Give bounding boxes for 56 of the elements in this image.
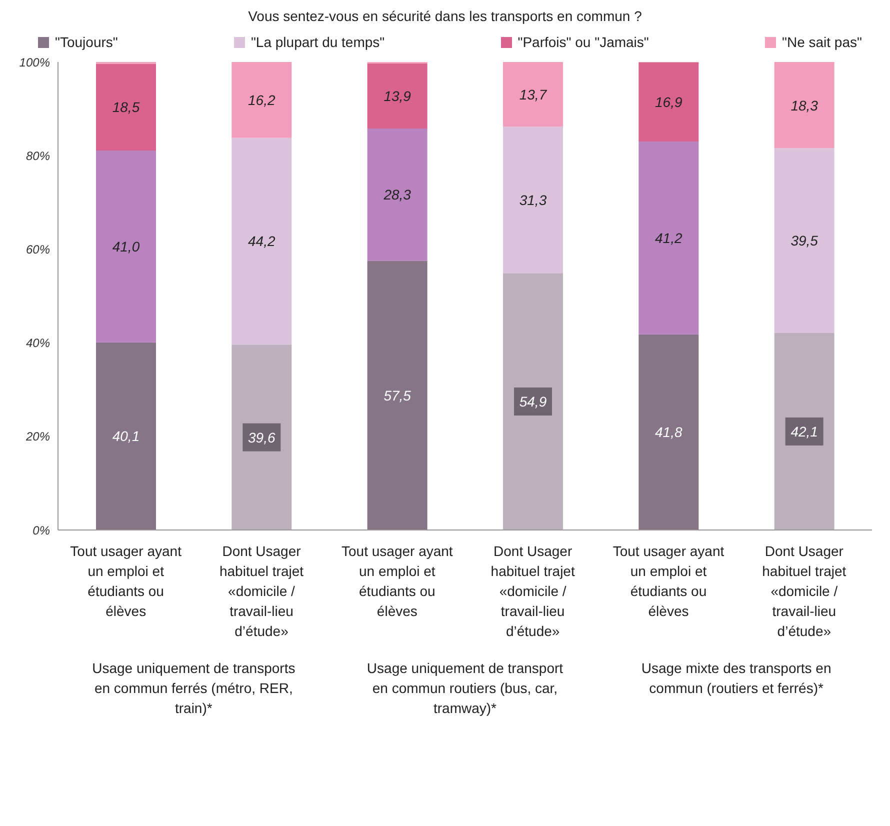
y-tick-label: 40%: [26, 336, 50, 350]
bar: [502, 62, 563, 127]
bar: [367, 128, 428, 261]
data-label: 28,3: [382, 186, 412, 203]
bar: [502, 273, 563, 530]
data-label: 18,5: [112, 99, 140, 116]
data-label: 16,2: [248, 92, 276, 108]
data-label: 39,6: [248, 429, 276, 446]
data-label: 54,9: [519, 394, 547, 410]
legend-label: "Toujours": [55, 34, 118, 50]
y-tick-label: 60%: [26, 242, 50, 256]
bar: [774, 332, 834, 530]
data-label: 13,7: [519, 86, 548, 103]
x-tick-label: Dont Usager habituel trajet «domicile / travail-lieu d’étude»: [762, 543, 846, 639]
chart-title: Vous sentez-vous en sécurité dans les transports en commun ?: [247, 8, 643, 24]
legend-label: "Parfois" ou "Jamais": [518, 34, 649, 50]
bar: [232, 344, 292, 530]
bar: [232, 62, 292, 138]
data-label: 44,2: [248, 233, 276, 250]
legend-label: "La plupart du temps": [250, 34, 385, 50]
text: Usage uniquement de transports en commun ferrés (métro, RER, train)*: [91, 659, 296, 718]
data-label: 42,1: [790, 423, 818, 440]
y-tick-label: 100%: [19, 55, 50, 70]
data-label: 16,9: [655, 94, 682, 110]
bar: [367, 63, 428, 128]
data-label: 40,1: [112, 428, 140, 444]
text: Usage mixte des transports en commun (routiers et ferrés)*: [640, 659, 832, 698]
y-tick-label: 80%: [26, 148, 50, 163]
data-label: 39,5: [790, 232, 818, 249]
data-label: 41,0: [112, 238, 140, 254]
data-label: 41,2: [655, 230, 682, 246]
data-label: 13,9: [384, 88, 412, 104]
x-tick-label: Tout usager ayant un emploi et étudiants ou élèves: [342, 543, 453, 619]
y-tick-label: 20%: [24, 430, 50, 444]
y-tick-label: 0%: [32, 523, 50, 538]
text: Usage uniquement de transport en commun routiers (bus, car, tramway)*: [366, 659, 564, 718]
x-tick-label: Dont Usager habituel trajet «domicile / travail-lieu d’étude»: [219, 543, 304, 639]
x-tick-label: Dont Usager habituel trajet «domicile / travail-lieu d’étude»: [490, 543, 575, 639]
bar: [774, 148, 834, 333]
x-tick-label: Tout usager ayant un emploi et étudiants ou élèves: [612, 543, 724, 619]
bar: [502, 126, 563, 274]
data-label: 18,3: [790, 97, 818, 114]
bar: [774, 62, 834, 148]
bar: [96, 342, 156, 530]
x-tick-label: Tout usager ayant un emploi et étudiants ou élèves: [70, 543, 182, 619]
bar: [367, 260, 428, 530]
bar: [96, 150, 156, 342]
data-label: 41,8: [655, 424, 682, 440]
legend-label: "Ne sait pas": [782, 34, 862, 50]
data-label: 31,3: [519, 192, 547, 208]
bar: [96, 64, 156, 150]
bar: [638, 142, 699, 334]
bar: [638, 334, 699, 530]
data-label: 57,5: [384, 387, 412, 404]
bar: [638, 62, 699, 142]
bar: [232, 138, 292, 345]
